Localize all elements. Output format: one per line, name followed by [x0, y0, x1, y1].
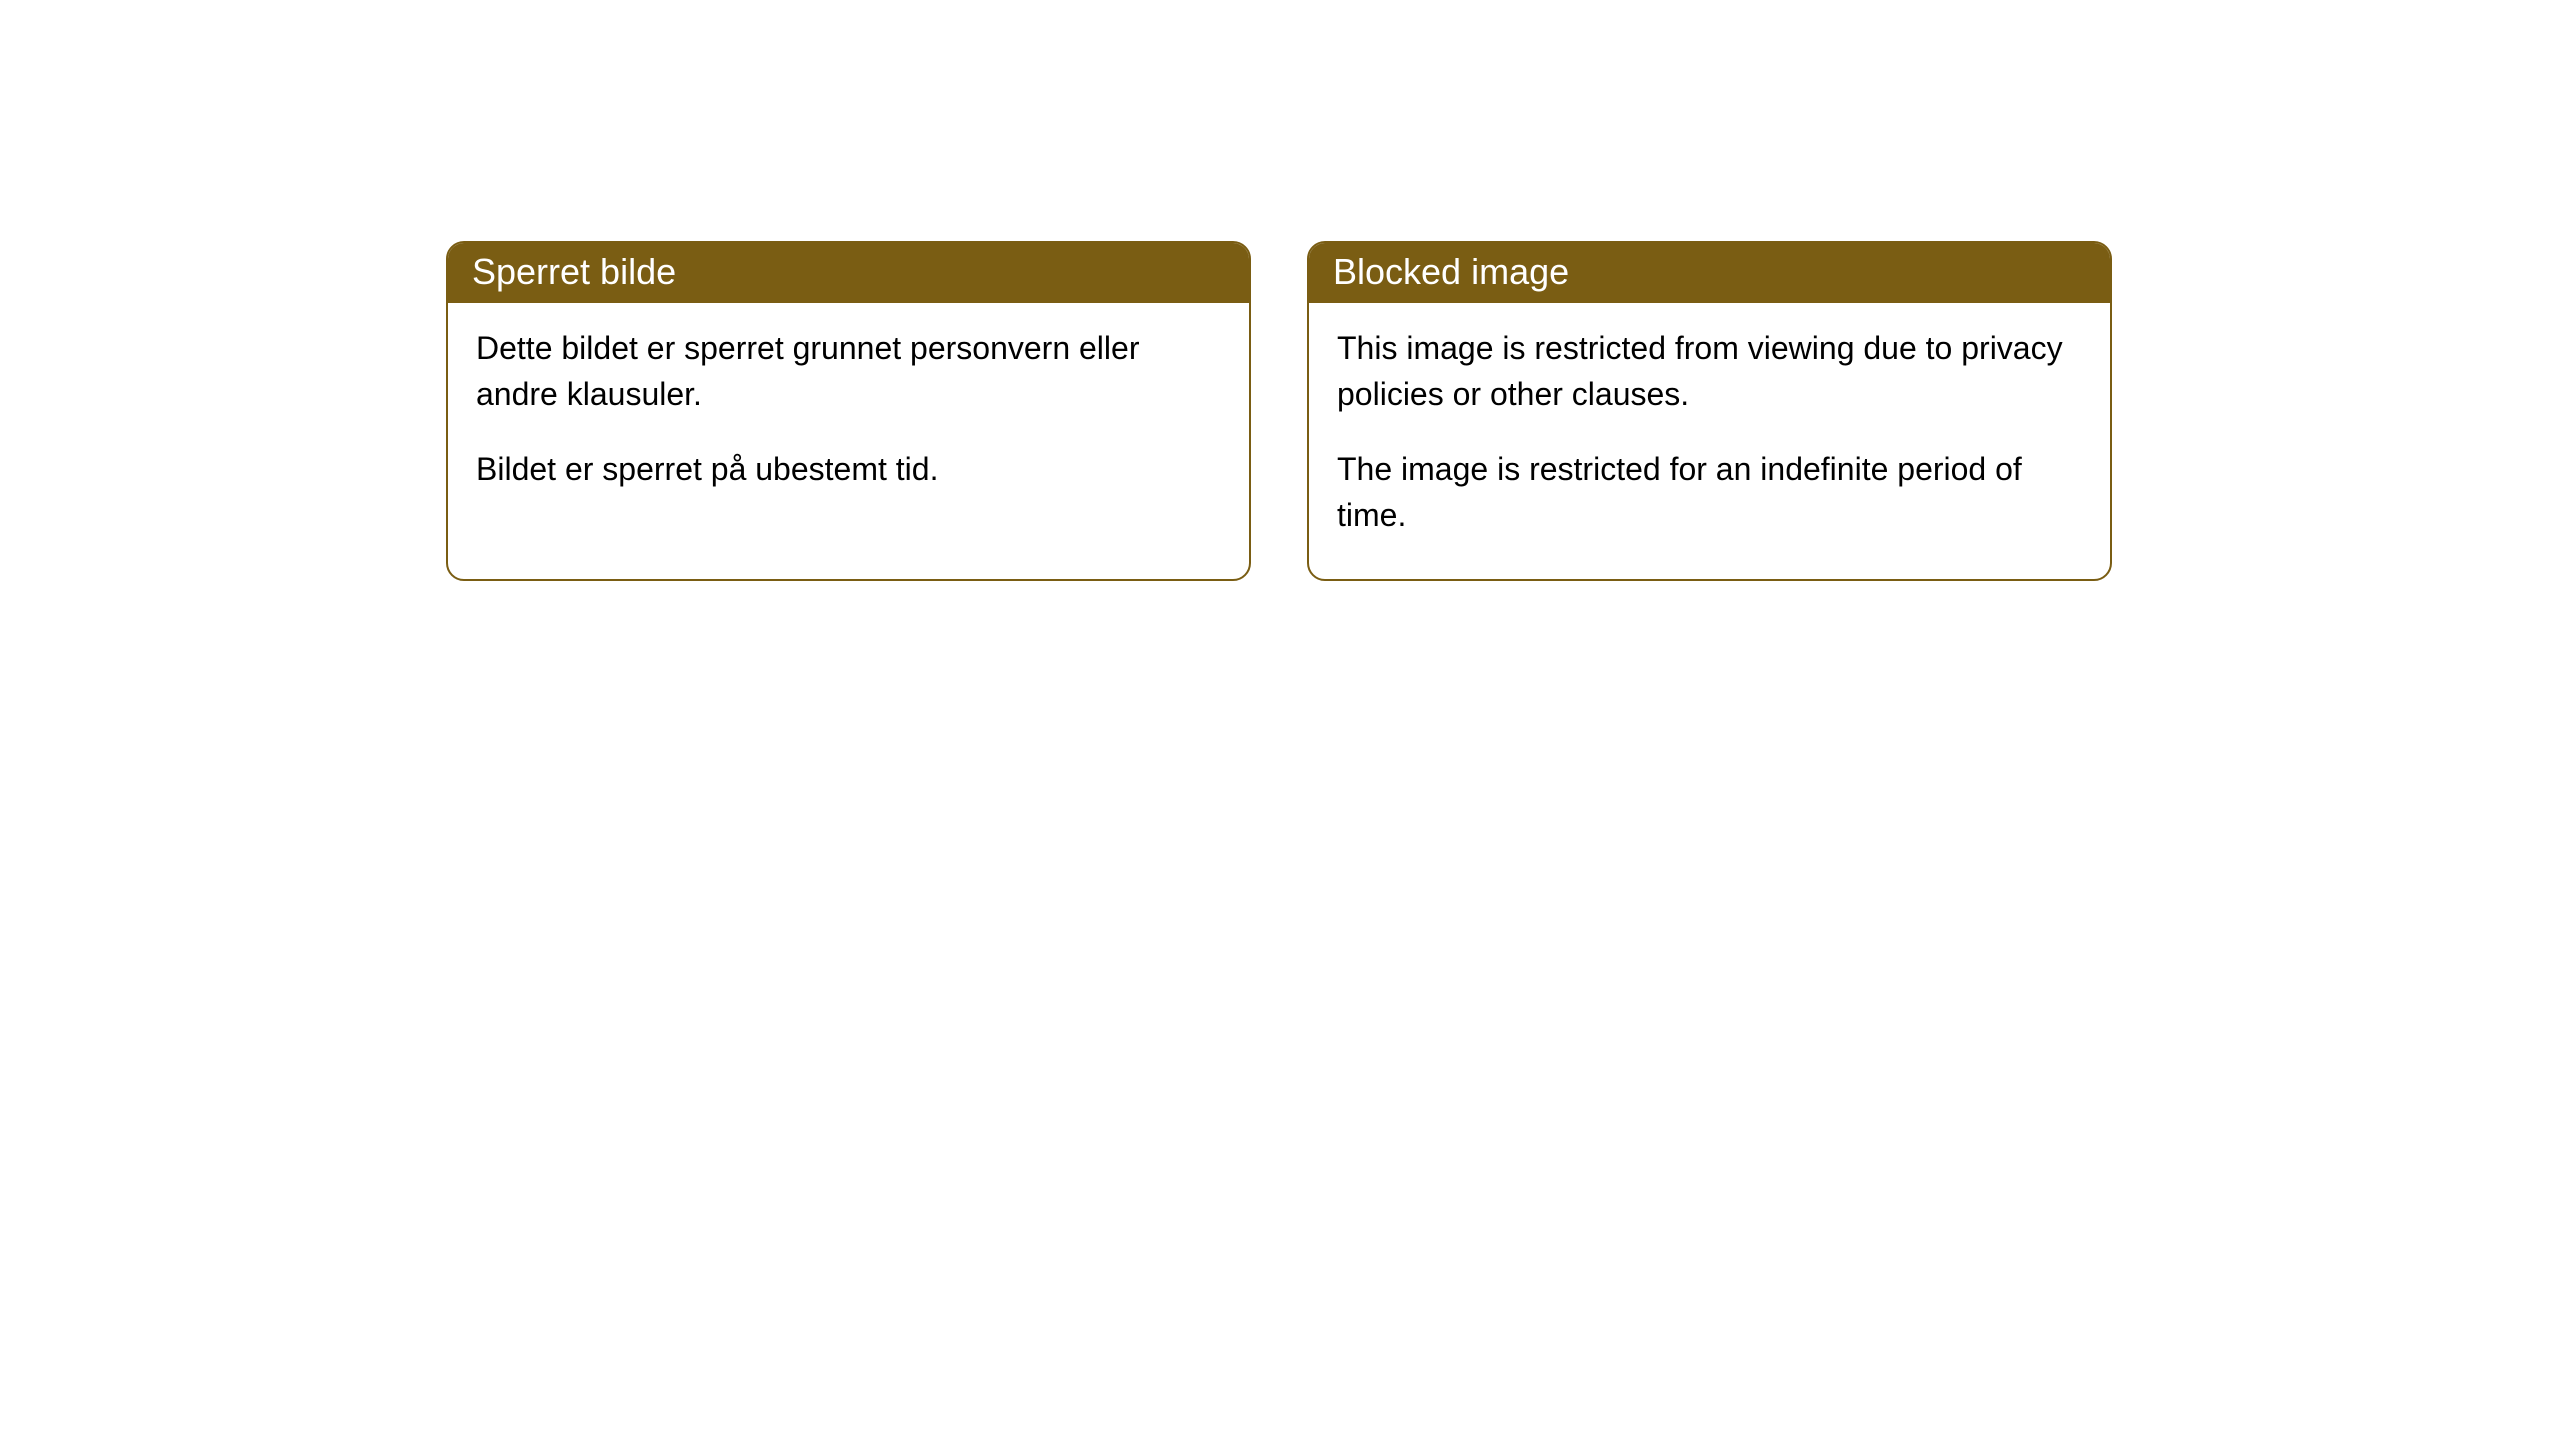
card-paragraph: Dette bildet er sperret grunnet personve…: [476, 325, 1221, 418]
card-paragraph: The image is restricted for an indefinit…: [1337, 446, 2082, 539]
card-header-english: Blocked image: [1309, 243, 2110, 303]
card-english: Blocked image This image is restricted f…: [1307, 241, 2112, 581]
card-norwegian: Sperret bilde Dette bildet er sperret gr…: [446, 241, 1251, 581]
card-body-norwegian: Dette bildet er sperret grunnet personve…: [448, 303, 1249, 532]
card-header-norwegian: Sperret bilde: [448, 243, 1249, 303]
card-paragraph: Bildet er sperret på ubestemt tid.: [476, 446, 1221, 492]
card-body-english: This image is restricted from viewing du…: [1309, 303, 2110, 579]
card-paragraph: This image is restricted from viewing du…: [1337, 325, 2082, 418]
cards-container: Sperret bilde Dette bildet er sperret gr…: [446, 241, 2112, 581]
